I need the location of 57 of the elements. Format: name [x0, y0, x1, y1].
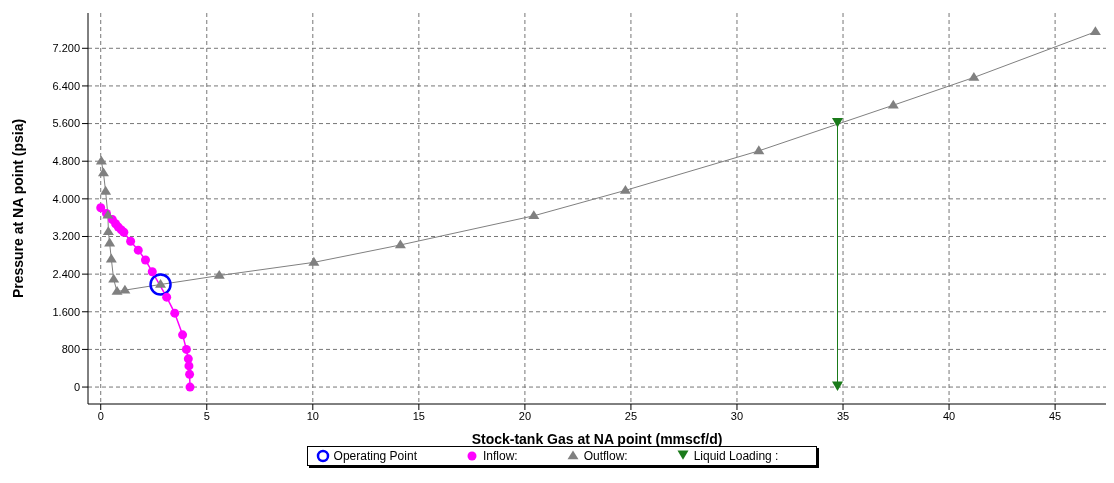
- y-tick-label: 4.000: [52, 192, 80, 205]
- y-tick-label: 7.200: [52, 42, 80, 55]
- point: [1089, 26, 1101, 36]
- legend-label: Outflow:: [583, 449, 628, 463]
- point: [184, 361, 194, 371]
- y-tick-label: 3.200: [52, 230, 80, 243]
- point: [178, 330, 188, 340]
- point: [149, 273, 172, 296]
- x-axis-title: Stock-tank Gas at NA point (mmscf/d): [471, 431, 723, 447]
- point: [133, 245, 143, 255]
- point: [140, 255, 150, 265]
- x-tick-label: 30: [730, 409, 744, 422]
- x-tick-label: 10: [306, 409, 319, 422]
- point: [308, 256, 320, 266]
- point: [170, 308, 180, 318]
- y-tick-label: 800: [61, 343, 80, 356]
- point: [147, 267, 157, 277]
- y-tick-label: 1.600: [52, 305, 80, 318]
- point: [181, 344, 191, 354]
- point: [102, 226, 114, 236]
- point: [97, 167, 109, 177]
- x-tick-label: 20: [518, 409, 532, 422]
- point: [111, 286, 123, 295]
- y-tick-label: 6.400: [52, 79, 80, 92]
- point: [105, 253, 117, 263]
- y-tick-label: 4.800: [52, 155, 80, 168]
- point: [95, 155, 107, 165]
- point: [162, 292, 172, 302]
- y-tick-label: 2.400: [52, 268, 80, 281]
- point: [126, 236, 136, 246]
- legend-label: Inflow:: [482, 449, 518, 463]
- point: [528, 210, 540, 220]
- point: [753, 145, 765, 155]
- y-tick-label: 0: [73, 380, 80, 393]
- x-tick-label: 15: [412, 409, 425, 422]
- point: [100, 185, 112, 195]
- x-tick-label: 40: [942, 409, 956, 422]
- legend-label: Liquid Loading :: [693, 449, 779, 463]
- point: [96, 203, 106, 213]
- legend-label: Operating Point: [333, 449, 417, 463]
- point: [619, 184, 631, 194]
- x-tick-label: 35: [836, 409, 850, 422]
- x-tick-label: 45: [1048, 409, 1062, 422]
- point: [185, 382, 195, 392]
- point: [119, 284, 131, 294]
- point: [394, 239, 406, 249]
- x-tick-label: 5: [203, 409, 210, 422]
- x-tick-label: 25: [624, 409, 638, 422]
- point: [108, 273, 120, 283]
- point: [968, 71, 980, 81]
- x-tick-label: 0: [97, 409, 104, 422]
- point: [104, 237, 116, 247]
- point: [185, 369, 195, 379]
- point: [213, 270, 225, 279]
- y-axis-title: Pressure at NA point (psia): [9, 118, 26, 299]
- y-tick-label: 5.600: [52, 117, 80, 130]
- point: [887, 99, 899, 109]
